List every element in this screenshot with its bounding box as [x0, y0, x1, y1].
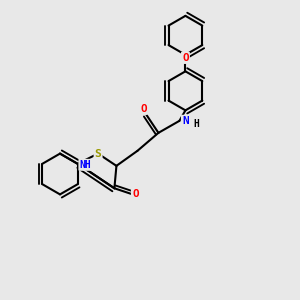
- Text: S: S: [95, 148, 101, 159]
- Text: N: N: [182, 116, 189, 126]
- Text: O: O: [140, 104, 147, 114]
- Text: O: O: [132, 189, 139, 199]
- Text: NH: NH: [80, 160, 91, 170]
- Text: H: H: [193, 119, 199, 129]
- Text: O: O: [182, 53, 189, 63]
